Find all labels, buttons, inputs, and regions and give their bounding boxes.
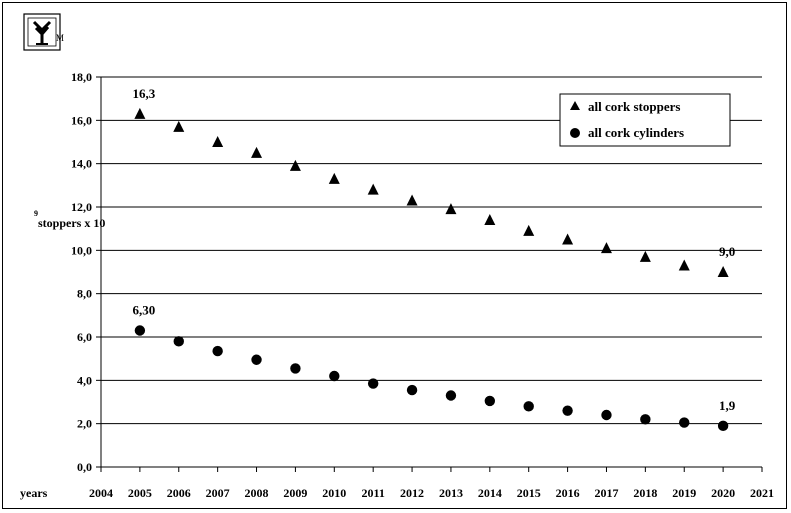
- stoppers-point: [289, 159, 301, 171]
- cylinders-point: [290, 363, 301, 374]
- cylinders-point: [406, 384, 418, 396]
- x-tick-label: 2004: [89, 486, 113, 500]
- x-tick-label: 2017: [594, 486, 618, 500]
- x-tick-label: 2012: [400, 486, 424, 500]
- stoppers-point: [251, 146, 263, 158]
- stoppers-point: [173, 120, 185, 132]
- y-tick-label: 2,0: [77, 417, 92, 431]
- stoppers-point: [212, 136, 224, 147]
- stoppers-point: [600, 242, 612, 254]
- x-tick-label: 2021: [750, 486, 774, 500]
- legend-label-cylinders: all cork cylinders: [588, 125, 684, 140]
- stoppers-point: [523, 224, 535, 236]
- x-tick-label: 2020: [711, 486, 735, 500]
- y-tick-label: 18,0: [71, 70, 92, 84]
- cylinders-point: [640, 414, 651, 425]
- x-tick-label: 2006: [167, 486, 191, 500]
- y-tick-label: 10,0: [71, 243, 92, 257]
- stoppers-point: [406, 194, 418, 206]
- x-tick-label: 2018: [633, 486, 657, 500]
- cylinders-point: [717, 420, 729, 432]
- data-label: 16,3: [133, 86, 156, 101]
- x-tick-label: 2005: [128, 486, 152, 500]
- y-tick-label: 12,0: [71, 200, 92, 214]
- x-tick-label: 2007: [206, 486, 230, 500]
- x-tick-label: 2016: [556, 486, 580, 500]
- data-labels: 16,3 9,0 6,30 1,9: [133, 86, 736, 413]
- data-label: 9,0: [719, 244, 735, 259]
- axis-labels: 9 stoppers x 10 years: [20, 209, 105, 500]
- data-label: 6,30: [133, 303, 156, 318]
- y-tick-label: 4,0: [77, 373, 92, 387]
- data-label: 1,9: [719, 398, 736, 413]
- stoppers-point: [134, 107, 146, 119]
- stoppers-point: [484, 214, 496, 225]
- x-tick-label: 2019: [672, 486, 696, 500]
- stoppers-point: [717, 266, 729, 277]
- cylinders-point: [523, 401, 534, 412]
- stoppers-point: [562, 233, 574, 245]
- legend-label-stoppers: all cork stoppers: [588, 99, 680, 114]
- y-tick-label: 8,0: [77, 287, 92, 301]
- y-tick-label: 0,0: [77, 460, 92, 474]
- x-tick-label: 2010: [322, 486, 346, 500]
- x-tick-label: 2013: [439, 486, 463, 500]
- x-tick-label: 2015: [517, 486, 541, 500]
- cylinders-point: [562, 405, 573, 416]
- stoppers-point: [367, 183, 379, 195]
- x-tick-label: 2014: [478, 486, 502, 500]
- cylinders-point: [329, 370, 340, 382]
- y-tick-label: 6,0: [77, 330, 92, 344]
- stoppers-point: [639, 250, 651, 262]
- legend: all cork stoppers all cork cylinders: [559, 93, 731, 147]
- x-tick-label: 2009: [283, 486, 307, 500]
- cylinders-point: [445, 390, 457, 401]
- x-tick-label: 2008: [245, 486, 269, 500]
- stoppers-point: [328, 172, 340, 184]
- stoppers-point: [445, 203, 457, 215]
- cylinders-point: [601, 409, 612, 421]
- y-tick-label: 16,0: [71, 113, 92, 127]
- grid: [101, 76, 762, 425]
- logo-text: M: [56, 33, 64, 43]
- y-tick-label: 14,0: [71, 157, 92, 171]
- cylinders-point: [367, 378, 379, 389]
- x-axis: 2004 2005 2006 2007 2008 2009 2010 2011 2012 2013…: [89, 466, 774, 500]
- ylabel-prefix: 9: [34, 209, 38, 218]
- xlabel: years: [20, 486, 48, 500]
- y-axis: 0,0 2,0 4,0 6,0 8,0 10,0 12,0 14,0 16,0 18,0: [71, 70, 102, 474]
- ylabel: stoppers x 10: [38, 216, 105, 230]
- cylinders-point: [251, 354, 262, 365]
- x-tick-label: 2011: [362, 486, 385, 500]
- logo-icon: M: [23, 13, 64, 51]
- legend-circle-icon: [570, 128, 580, 138]
- cylinders-point: [212, 345, 223, 357]
- stoppers-point: [678, 259, 690, 271]
- cylinders-point: [679, 417, 690, 428]
- cylinders-point: [484, 395, 496, 407]
- cylinders-point: [134, 325, 146, 336]
- series-layer: [134, 107, 729, 432]
- legend-triangle-icon: [570, 101, 580, 110]
- cylinders-point: [173, 336, 184, 347]
